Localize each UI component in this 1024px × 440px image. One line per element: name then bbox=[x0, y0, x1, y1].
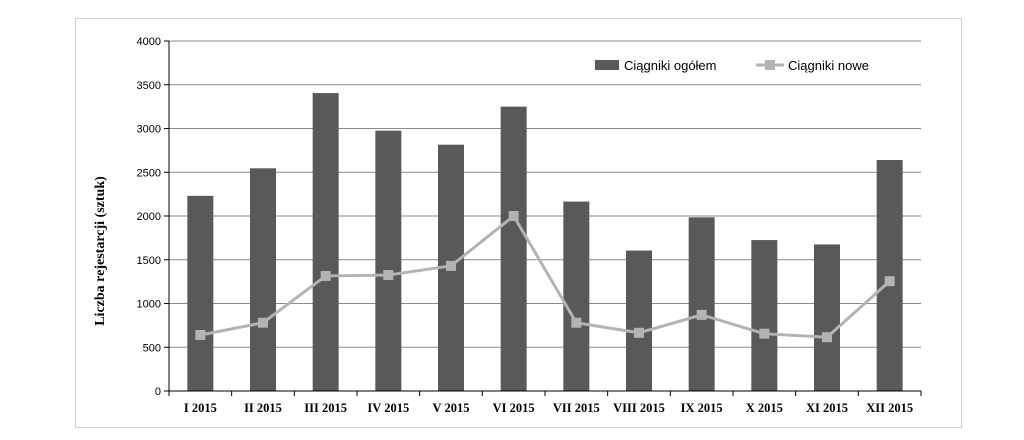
legend-label: Ciągniki nowe bbox=[788, 58, 869, 73]
line-series-ciagniki-nowe bbox=[195, 211, 895, 343]
y-tick-label: 4000 bbox=[137, 36, 161, 48]
legend-label: Ciągniki ogółem bbox=[624, 58, 717, 73]
x-tick-label: VI 2015 bbox=[493, 401, 535, 415]
line-point bbox=[383, 270, 394, 281]
combo-chart: 0 500 1000 1500 2000 2500 3000 3500 4000 I 2015 II… bbox=[93, 36, 922, 415]
x-tick-label: II 2015 bbox=[244, 401, 282, 415]
axes: 0 500 1000 1500 2000 2500 3000 3500 4000 I 2015 II… bbox=[137, 36, 922, 415]
bar-series-ciagniki-ogolem bbox=[187, 93, 903, 391]
bar bbox=[814, 244, 840, 391]
x-tick-label: X 2015 bbox=[746, 401, 783, 415]
line-point bbox=[634, 327, 644, 338]
line-point bbox=[822, 332, 832, 343]
bar bbox=[563, 201, 590, 391]
legend-swatch-marker bbox=[765, 60, 775, 70]
x-tick-label: III 2015 bbox=[304, 401, 347, 415]
bar bbox=[375, 130, 402, 391]
x-tick-label: XII 2015 bbox=[866, 401, 913, 415]
legend-swatch-bar bbox=[595, 60, 619, 70]
bar bbox=[688, 217, 715, 391]
y-axis-title: Liczba rejestarcji (sztuk) bbox=[93, 176, 108, 326]
y-tick-label: 2000 bbox=[137, 211, 161, 223]
line-point bbox=[320, 270, 331, 281]
line-point bbox=[508, 211, 519, 221]
y-tick-label: 1500 bbox=[137, 255, 161, 267]
bar bbox=[876, 160, 903, 391]
y-tick-label: 2500 bbox=[137, 167, 161, 179]
x-tick-label: VII 2015 bbox=[553, 401, 600, 415]
line-point bbox=[571, 317, 582, 328]
bar bbox=[751, 240, 778, 391]
line-point bbox=[446, 260, 456, 271]
x-tick-label: VIII 2015 bbox=[613, 401, 665, 415]
gridlines bbox=[169, 40, 921, 392]
x-tick-label: I 2015 bbox=[184, 401, 217, 415]
line-point bbox=[258, 317, 268, 328]
chart-frame: 0 500 1000 1500 2000 2500 3000 3500 4000 I 2015 II… bbox=[75, 18, 962, 428]
y-tick-label: 1000 bbox=[137, 299, 161, 311]
legend: Ciągniki ogółem Ciągniki nowe bbox=[595, 58, 869, 73]
series-line bbox=[200, 213, 891, 339]
bar bbox=[250, 168, 276, 391]
bar bbox=[626, 250, 652, 391]
x-tick-label: XI 2015 bbox=[806, 401, 848, 415]
line-point bbox=[696, 309, 707, 320]
line-point bbox=[884, 276, 895, 287]
y-tick-label: 3000 bbox=[137, 124, 161, 136]
y-tick-label: 3500 bbox=[137, 80, 161, 92]
line-point bbox=[195, 330, 206, 340]
line-point bbox=[759, 328, 770, 339]
x-tick-label: IX 2015 bbox=[681, 401, 723, 415]
x-tick-label: IV 2015 bbox=[367, 401, 409, 415]
bar bbox=[187, 195, 214, 391]
bar bbox=[500, 106, 527, 391]
y-tick-label: 500 bbox=[143, 342, 161, 354]
bar bbox=[312, 93, 339, 391]
x-tick-label: V 2015 bbox=[433, 401, 470, 415]
y-tick-label: 0 bbox=[155, 386, 161, 398]
